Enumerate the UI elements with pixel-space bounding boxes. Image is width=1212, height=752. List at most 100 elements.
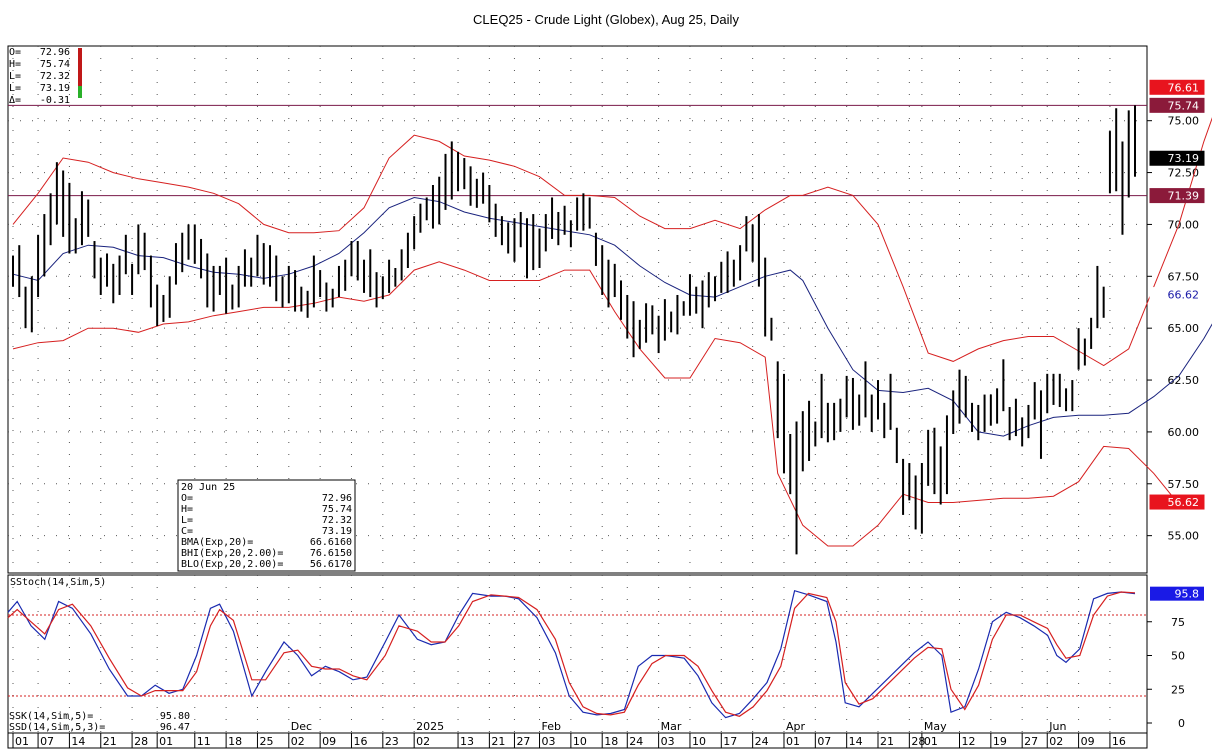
date-tick-label: 10 (692, 735, 706, 748)
candle-glyph-red (78, 48, 82, 86)
price-label-text: 56.62 (1168, 496, 1200, 509)
month-label: Apr (786, 720, 806, 733)
date-tick-label: 13 (460, 735, 474, 748)
price-label-text: 76.61 (1168, 81, 1200, 94)
price-panel-frame (7, 45, 1148, 574)
legend-row-label: H= (181, 504, 193, 515)
date-tick-label: 01 (15, 735, 29, 748)
price-label-box (1149, 150, 1205, 166)
ohlc-header-label: L= (9, 83, 21, 94)
date-tick-label: 18 (604, 735, 618, 748)
legend-row-label: C= (181, 526, 193, 537)
legend-date: 20 Jun 25 (181, 482, 235, 493)
ohlc-header-label: Δ= (9, 95, 21, 106)
legend-row-label: BHI(Exp,20,2.00)= (181, 548, 283, 559)
price-label-box (1149, 97, 1205, 113)
date-tick-label: 21 (880, 735, 894, 748)
ohlc-header-value: 73.19 (40, 83, 70, 94)
price-label-text: 73.19 (1168, 152, 1200, 165)
chart-title: CLEQ25 - Crude Light (Globex), Aug 25, D… (473, 12, 739, 27)
date-tick-label: 02 (1049, 735, 1063, 748)
osc-readout-value: 95.80 (160, 711, 190, 722)
legend-row-label: BLO(Exp,20,2.00)= (181, 559, 283, 570)
date-tick-label: 07 (817, 735, 831, 748)
oscillator-title: SStoch(14,Sim,5) (10, 577, 106, 588)
osc-tick-label: 25 (1171, 683, 1185, 696)
date-tick-label: 24 (755, 735, 769, 748)
date-tick-label: 24 (629, 735, 643, 748)
date-tick-label: 25 (259, 735, 273, 748)
date-tick-label: 07 (40, 735, 54, 748)
osc-tick-label: 0 (1178, 717, 1185, 730)
price-label-box (1149, 494, 1205, 510)
date-tick-label: 09 (322, 735, 336, 748)
ohlc-header-label: O= (9, 47, 21, 58)
ohlc-header-value: 72.96 (40, 47, 70, 58)
date-tick-label: 03 (542, 735, 556, 748)
price-label-box (1149, 287, 1205, 303)
ohlc-header: O= 72.96 H= 75.74 L= 72.32 L= 73.19 Δ= -0.31 (9, 47, 82, 106)
date-tick-label: 09 (1081, 735, 1095, 748)
legend-row-label: L= (181, 515, 193, 526)
date-tick-label: 01 (159, 735, 173, 748)
date-tick-label: 11 (197, 735, 211, 748)
date-tick-label: 01 (786, 735, 800, 748)
price-tick-label: 57.50 (1168, 478, 1200, 491)
price-tick-label: 65.00 (1168, 322, 1200, 335)
candle-glyph-green (78, 86, 82, 98)
date-tick-label: 01 (924, 735, 938, 748)
price-tick-label: 67.50 (1168, 270, 1200, 283)
month-label: Feb (542, 720, 561, 733)
date-tick-label: 28 (134, 735, 148, 748)
date-tick-label: 17 (723, 735, 737, 748)
month-label: 2025 (416, 720, 444, 733)
date-axis-frame (7, 732, 1148, 749)
osc-tick-label: 50 (1171, 650, 1185, 663)
price-tick-label: 55.00 (1168, 530, 1200, 543)
price-tick-label: 75.00 (1168, 115, 1200, 128)
ohlc-header-value: 75.74 (40, 59, 70, 70)
price-label-text: 66.62 (1168, 289, 1200, 302)
date-tick-label: 18 (228, 735, 242, 748)
osc-tick-label: 75 (1171, 616, 1185, 629)
date-tick-label: 16 (1112, 735, 1126, 748)
date-tick-label: 10 (573, 735, 587, 748)
series-bma-line (12, 196, 1212, 437)
date-axis: 01 07 14 21 28 01 11 18 25 02 09 16 23 02 13 21 27 03 10 18… (7, 732, 1148, 749)
date-tick-label: 27 (1024, 735, 1038, 748)
date-tick-label: 21 (491, 735, 505, 748)
date-tick-label: 27 (516, 735, 530, 748)
date-tick-label: 21 (103, 735, 117, 748)
osc-last-value-text: 95.8 (1175, 588, 1200, 601)
legend-row-value: 66.6160 (310, 537, 352, 548)
osc-readout-label: SSD(14,Sim,5,3)= (9, 722, 105, 733)
series-blo-line (12, 261, 1204, 547)
month-label: Jun (1048, 720, 1066, 733)
legend-row-value: 76.6150 (310, 548, 352, 559)
date-tick-label: 14 (849, 735, 863, 748)
price-label-text: 71.39 (1168, 190, 1200, 203)
legend-row-label: O= (181, 493, 193, 504)
legend-row-value: 72.32 (322, 515, 352, 526)
price-label-box (1149, 79, 1205, 95)
series-ssd-line (7, 591, 1136, 717)
date-tick-label: 16 (353, 735, 367, 748)
ohlc-header-label: L= (9, 71, 21, 82)
data-legend-box (177, 479, 356, 572)
month-label: May (924, 720, 947, 733)
oscillator-panel-frame (7, 574, 1148, 734)
date-tick-label: 03 (661, 735, 675, 748)
osc-readout-label: SSK(14,Sim,5)= (9, 711, 93, 722)
ohlc-header-value: -0.31 (40, 95, 70, 106)
price-tick-label: 60.00 (1168, 426, 1200, 439)
price-label-box (1149, 188, 1205, 204)
series-bhi-line (12, 117, 1212, 367)
month-label: Mar (661, 720, 682, 733)
date-tick-label: 23 (385, 735, 399, 748)
osc-readout-value: 96.47 (160, 722, 190, 733)
ohlc-header-value: 72.32 (40, 71, 70, 82)
legend-row-label: BMA(Exp,20)= (181, 537, 253, 548)
month-label: Dec (291, 720, 312, 733)
series-ssk-line (7, 589, 1136, 719)
price-tick-label: 72.50 (1168, 167, 1200, 180)
